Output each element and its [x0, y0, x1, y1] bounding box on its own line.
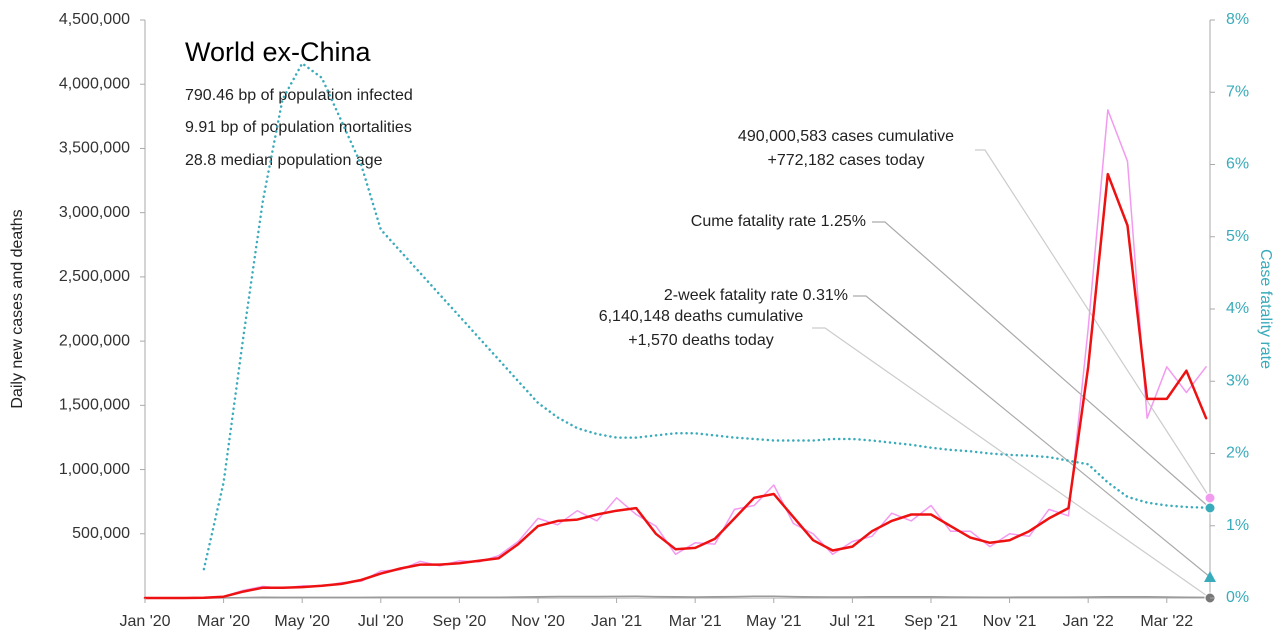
x-tick-label: Jul '21 [830, 613, 876, 630]
y2-tick-label: 1% [1226, 517, 1249, 534]
x-tick-label: Nov '21 [983, 613, 1037, 630]
y-tick-label: 1,500,000 [59, 397, 130, 414]
x-tick-label: Sep '21 [904, 613, 958, 630]
y2-axis-label: Case fatality rate [1257, 249, 1274, 369]
x-tick-label: Jan '21 [591, 613, 642, 630]
annotation: 6,140,148 deaths cumulative [599, 308, 804, 325]
x-tick-label: Jan '20 [119, 613, 170, 630]
x-tick-label: Jan '22 [1063, 613, 1114, 630]
info-line: 28.8 median population age [185, 152, 383, 169]
y-tick-label: 2,500,000 [59, 268, 130, 285]
series-line [143, 172, 1208, 600]
y-tick-label: 4,500,000 [59, 11, 130, 28]
plot [143, 62, 1208, 600]
x-tick-label: May '20 [274, 613, 330, 630]
end-marker [1204, 571, 1216, 582]
annotation: 2-week fatality rate 0.31% [664, 287, 848, 304]
y2-tick-label: 4% [1226, 300, 1249, 317]
annotation: +772,182 cases today [767, 152, 924, 169]
x-tick-label: May '21 [746, 613, 802, 630]
end-marker [1204, 502, 1216, 514]
y-axis-label: Daily new cases and deaths [9, 209, 26, 408]
end-marker [1204, 492, 1216, 504]
leader-line [975, 149, 1211, 499]
x-tick-label: Mar '22 [1140, 613, 1193, 630]
y-tick-label: 4,000,000 [59, 75, 130, 92]
x-tick-label: Jul '20 [358, 613, 404, 630]
leaders [812, 149, 1211, 599]
y-tick-label: 3,000,000 [59, 204, 130, 221]
info-line: 9.91 bp of population mortalities [185, 119, 412, 136]
y-tick-label: 2,000,000 [59, 332, 130, 349]
y-tick-label: 1,000,000 [59, 461, 130, 478]
x-tick-label: Mar '21 [669, 613, 722, 630]
annotation: +1,570 deaths today [628, 332, 773, 349]
y2-tick-label: 6% [1226, 156, 1249, 173]
y2-tick-label: 8% [1226, 11, 1249, 28]
y-tick-label: 500,000 [72, 525, 130, 542]
x-tick-label: Mar '20 [197, 613, 250, 630]
x-tick-label: Sep '20 [433, 613, 487, 630]
y2-tick-label: 3% [1226, 372, 1249, 389]
y2-tick-label: 7% [1226, 83, 1249, 100]
leader-line [872, 221, 1211, 509]
y2-tick-label: 0% [1226, 589, 1249, 606]
info-line: 790.46 bp of population infected [185, 87, 413, 104]
series-line [144, 109, 1207, 599]
y2-tick-label: 2% [1226, 445, 1249, 462]
leader-line [812, 327, 1211, 599]
info-title: World ex-China [185, 37, 372, 67]
y-tick-label: 3,500,000 [59, 140, 130, 157]
annotation: 490,000,583 cases cumulative [738, 128, 954, 145]
series-line [144, 595, 1207, 599]
leader-line [853, 295, 1211, 578]
annotation: Cume fatality rate 1.25% [691, 213, 866, 230]
x-tick-label: Nov '20 [511, 613, 565, 630]
y2-tick-label: 5% [1226, 228, 1249, 245]
